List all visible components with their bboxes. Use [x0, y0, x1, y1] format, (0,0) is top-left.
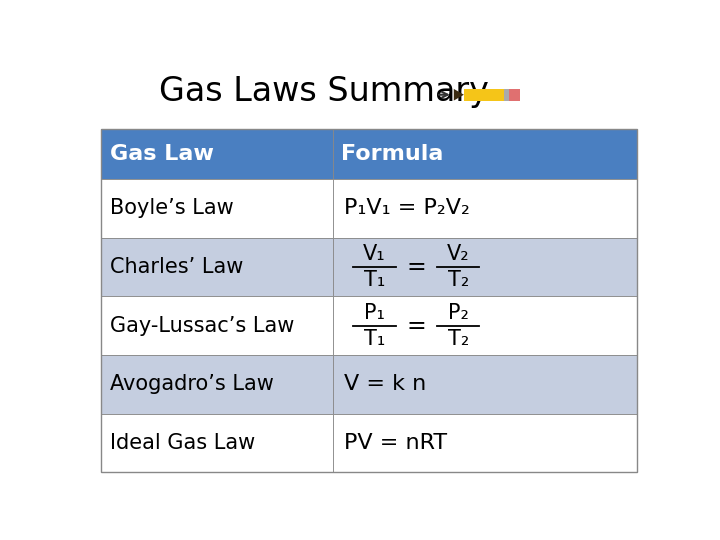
Text: T₁: T₁ [364, 328, 385, 348]
Text: Gas Laws Summary: Gas Laws Summary [159, 75, 490, 109]
Text: V₁: V₁ [364, 244, 386, 264]
Bar [333, 238, 636, 296]
Bar [333, 129, 636, 179]
Text: T₁: T₁ [364, 270, 385, 290]
Text: Formula: Formula [341, 144, 444, 164]
Bar [101, 179, 333, 238]
Text: Gay-Lussac’s Law: Gay-Lussac’s Law [109, 316, 294, 336]
Text: P₁V₁ = P₂V₂: P₁V₁ = P₂V₂ [344, 198, 469, 218]
Bar [504, 89, 508, 100]
Text: Avogadro’s Law: Avogadro’s Law [109, 374, 274, 394]
Text: T₂: T₂ [448, 328, 469, 348]
Bar [101, 414, 333, 472]
Bar [333, 414, 636, 472]
Bar [101, 355, 333, 414]
Bar [333, 355, 636, 414]
Text: V = k n: V = k n [344, 374, 426, 394]
Text: V₂: V₂ [447, 244, 469, 264]
Text: Gas Law: Gas Law [109, 144, 213, 164]
Text: P₂: P₂ [448, 303, 469, 323]
Bar [333, 296, 636, 355]
Text: Boyle’s Law: Boyle’s Law [109, 198, 233, 218]
Bar [508, 89, 520, 100]
Bar [101, 129, 636, 472]
Text: =: = [407, 255, 426, 279]
Bar [333, 179, 636, 238]
Bar [101, 238, 333, 296]
Text: =: = [407, 314, 426, 338]
Polygon shape [454, 89, 464, 100]
Bar [101, 296, 333, 355]
Bar [101, 129, 333, 179]
Text: PV = nRT: PV = nRT [344, 433, 447, 453]
Text: T₂: T₂ [448, 270, 469, 290]
Text: P₁: P₁ [364, 303, 385, 323]
Bar [464, 89, 504, 100]
Text: Ideal Gas Law: Ideal Gas Law [109, 433, 255, 453]
Text: Charles’ Law: Charles’ Law [109, 257, 243, 277]
